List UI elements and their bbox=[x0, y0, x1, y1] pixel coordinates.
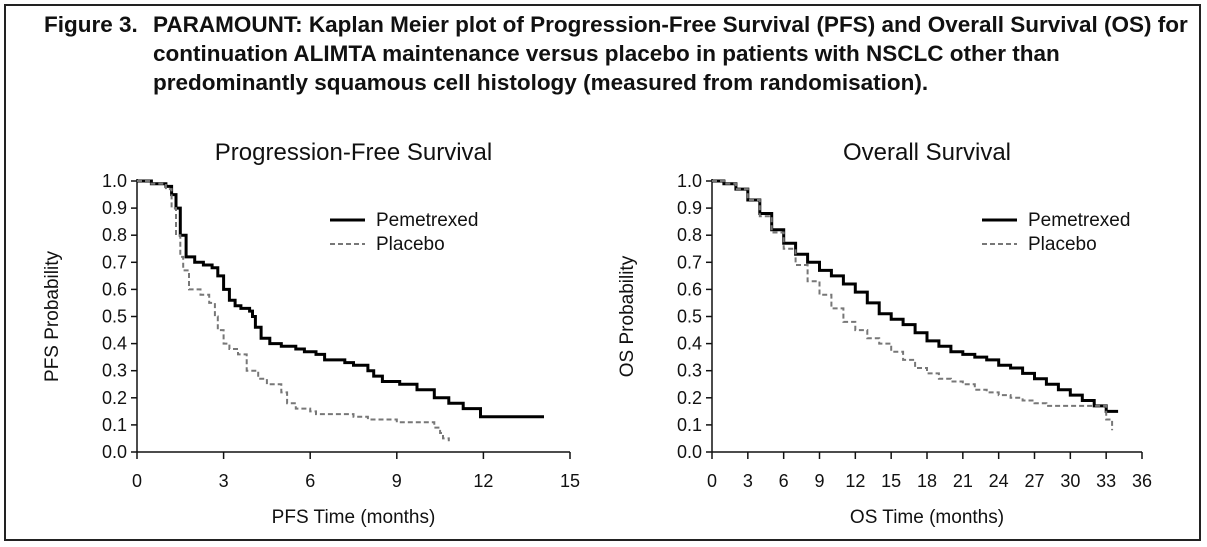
y-tick-label: 0.9 bbox=[677, 198, 702, 218]
x-axis-label: OS Time (months) bbox=[850, 507, 1004, 528]
x-tick-label: 0 bbox=[707, 471, 717, 491]
y-tick-label: 0.4 bbox=[677, 334, 702, 354]
x-tick-label: 3 bbox=[743, 471, 753, 491]
y-tick-label: 1.0 bbox=[102, 171, 127, 191]
figure-caption-text: PARAMOUNT: Kaplan Meier plot of Progress… bbox=[153, 12, 1188, 95]
x-tick-label: 12 bbox=[845, 471, 865, 491]
x-tick-label: 15 bbox=[881, 471, 901, 491]
x-axis-label: PFS Time (months) bbox=[272, 507, 436, 528]
series-line-pemetrexed bbox=[137, 179, 544, 419]
figure-caption: Figure 3. PARAMOUNT: Kaplan Meier plot o… bbox=[44, 10, 1194, 97]
y-tick-label: 0.5 bbox=[102, 307, 127, 327]
y-tick-label: 0.6 bbox=[102, 279, 127, 299]
x-tick-label: 27 bbox=[1024, 471, 1044, 491]
x-tick-label: 33 bbox=[1096, 471, 1116, 491]
y-tick-label: 0.1 bbox=[677, 415, 702, 435]
x-tick-label: 18 bbox=[917, 471, 937, 491]
chart-title: Progression-Free Survival bbox=[215, 139, 492, 166]
y-axis-label: OS Probability bbox=[617, 255, 638, 377]
y-tick-label: 0.4 bbox=[102, 334, 127, 354]
x-tick-label: 15 bbox=[560, 471, 580, 491]
series-line-placebo bbox=[137, 180, 450, 442]
figure-label: Figure 3. bbox=[44, 12, 138, 37]
y-tick-label: 0.0 bbox=[677, 442, 702, 462]
y-tick-label: 0.0 bbox=[102, 442, 127, 462]
x-tick-label: 24 bbox=[989, 471, 1009, 491]
y-tick-label: 0.3 bbox=[102, 361, 127, 381]
y-tick-label: 0.2 bbox=[677, 388, 702, 408]
y-tick-label: 0.5 bbox=[677, 307, 702, 327]
y-tick-label: 0.3 bbox=[677, 361, 702, 381]
x-tick-label: 0 bbox=[132, 471, 142, 491]
x-tick-label: 6 bbox=[305, 471, 315, 491]
x-tick-label: 9 bbox=[814, 471, 824, 491]
legend-label-pemetrexed: Pemetrexed bbox=[376, 210, 478, 231]
x-tick-label: 36 bbox=[1132, 471, 1152, 491]
x-tick-label: 9 bbox=[392, 471, 402, 491]
y-tick-label: 0.8 bbox=[102, 225, 127, 245]
figure-frame bbox=[4, 4, 1201, 541]
legend-label-pemetrexed: Pemetrexed bbox=[1028, 210, 1130, 231]
chart-title: Overall Survival bbox=[843, 139, 1011, 166]
y-tick-label: 0.7 bbox=[102, 252, 127, 272]
y-tick-label: 0.8 bbox=[677, 225, 702, 245]
y-tick-label: 0.2 bbox=[102, 388, 127, 408]
x-tick-label: 3 bbox=[219, 471, 229, 491]
y-axis-label: PFS Probability bbox=[42, 251, 63, 382]
x-tick-label: 12 bbox=[473, 471, 493, 491]
y-tick-label: 0.9 bbox=[102, 198, 127, 218]
x-tick-label: 21 bbox=[953, 471, 973, 491]
y-tick-label: 0.6 bbox=[677, 279, 702, 299]
y-tick-label: 0.1 bbox=[102, 415, 127, 435]
legend-label-placebo: Placebo bbox=[1028, 234, 1097, 255]
series-line-placebo bbox=[712, 180, 1114, 431]
y-tick-label: 1.0 bbox=[677, 171, 702, 191]
x-tick-label: 6 bbox=[779, 471, 789, 491]
legend-label-placebo: Placebo bbox=[376, 234, 445, 255]
x-tick-label: 30 bbox=[1060, 471, 1080, 491]
y-tick-label: 0.7 bbox=[677, 252, 702, 272]
